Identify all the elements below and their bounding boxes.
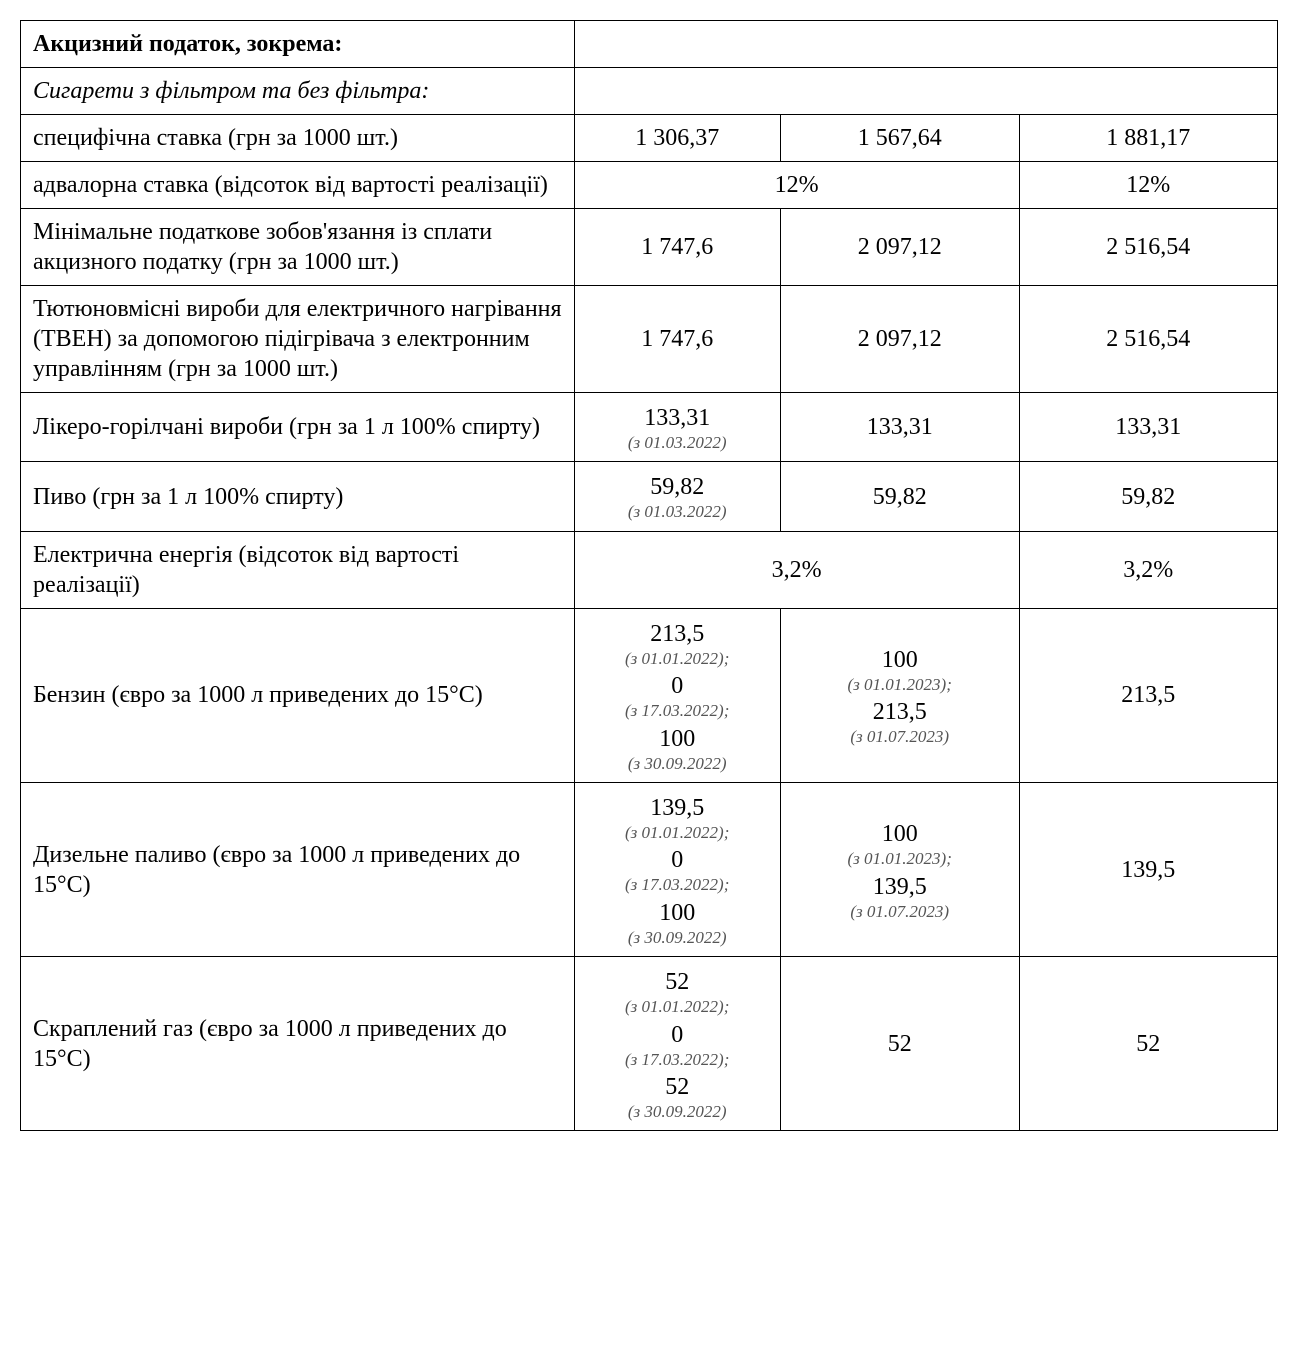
row-label: Дизельне паливо (євро за 1000 л приведен… [21,782,575,956]
row-advalorem: адвалорна ставка (відсоток від вартості … [21,162,1278,209]
cell-value: 1 306,37 [574,115,780,162]
cell-note: (з 01.01.2023); [793,849,1007,869]
row-tven: Тютюновмісні вироби для електричного наг… [21,286,1278,393]
table-subheader-row: Сигарети з фільтром та без фільтра: [21,68,1278,115]
cell-value: 139,5 [587,793,768,823]
cell-value: 2 097,12 [780,209,1019,286]
table-header-row: Акцизний податок, зокрема: [21,21,1278,68]
cell-value: 2 516,54 [1019,209,1277,286]
cell-value: 0 [587,845,768,875]
row-petrol: Бензин (євро за 1000 л приведених до 15°… [21,608,1278,782]
cell-value: 100 [793,819,1007,849]
cell-value: 213,5 [1019,608,1277,782]
header-label: Акцизний податок, зокрема: [21,21,575,68]
cell-value-with-note: 59,82 (з 01.03.2022) [574,462,780,531]
cell-value: 52 [1019,957,1277,1131]
cell-value: 3,2% [1019,531,1277,608]
cell-value: 0 [587,671,768,701]
cell-value: 139,5 [1019,782,1277,956]
subheader-empty [574,68,1277,115]
cell-note: (з 01.03.2022) [587,502,768,522]
row-label: Пиво (грн за 1 л 100% спирту) [21,462,575,531]
cell-value: 59,82 [1019,462,1277,531]
row-diesel: Дизельне паливо (євро за 1000 л приведен… [21,782,1278,956]
cell-value: 100 [793,645,1007,675]
cell-note: (з 17.03.2022); [587,701,768,721]
row-electricity: Електрична енергія (відсоток від вартост… [21,531,1278,608]
cell-value: 133,31 [780,393,1019,462]
cell-value: 2 097,12 [780,286,1019,393]
cell-value-with-note: 133,31 (з 01.03.2022) [574,393,780,462]
cell-multivalue: 139,5 (з 01.01.2022); 0 (з 17.03.2022); … [574,782,780,956]
row-label: Мінімальне податкове зобов'язання із спл… [21,209,575,286]
cell-note: (з 17.03.2022); [587,875,768,895]
cell-value: 133,31 [587,403,768,433]
cell-value: 100 [587,724,768,754]
row-label: Тютюновмісні вироби для електричного наг… [21,286,575,393]
subheader-label: Сигарети з фільтром та без фільтра: [21,68,575,115]
cell-multivalue: 52 (з 01.01.2022); 0 (з 17.03.2022); 52 … [574,957,780,1131]
cell-multivalue: 100 (з 01.01.2023); 139,5 (з 01.07.2023) [780,782,1019,956]
cell-note: (з 01.01.2022); [587,649,768,669]
cell-value: 213,5 [587,619,768,649]
cell-value: 2 516,54 [1019,286,1277,393]
cell-value: 52 [587,967,768,997]
cell-value: 213,5 [793,697,1007,727]
cell-note: (з 01.01.2022); [587,997,768,1017]
cell-value: 1 881,17 [1019,115,1277,162]
row-specific-rate: специфічна ставка (грн за 1000 шт.) 1 30… [21,115,1278,162]
cell-multivalue: 100 (з 01.01.2023); 213,5 (з 01.07.2023) [780,608,1019,782]
cell-note: (з 30.09.2022) [587,1102,768,1122]
cell-note: (з 17.03.2022); [587,1050,768,1070]
cell-note: (з 30.09.2022) [587,754,768,774]
cell-note: (з 01.03.2022) [587,433,768,453]
cell-note: (з 01.07.2023) [793,727,1007,747]
cell-value: 52 [587,1072,768,1102]
cell-value: 59,82 [780,462,1019,531]
cell-multivalue: 213,5 (з 01.01.2022); 0 (з 17.03.2022); … [574,608,780,782]
cell-value: 59,82 [587,472,768,502]
cell-note: (з 01.01.2023); [793,675,1007,695]
row-label: Бензин (євро за 1000 л приведених до 15°… [21,608,575,782]
cell-value: 133,31 [1019,393,1277,462]
row-label: Електрична енергія (відсоток від вартост… [21,531,575,608]
excise-tax-table: Акцизний податок, зокрема: Сигарети з фі… [20,20,1278,1131]
row-label: Скраплений газ (євро за 1000 л приведени… [21,957,575,1131]
cell-note: (з 30.09.2022) [587,928,768,948]
cell-value: 52 [780,957,1019,1131]
cell-value: 12% [1019,162,1277,209]
row-spirits: Лікеро-горілчані вироби (грн за 1 л 100%… [21,393,1278,462]
row-label: специфічна ставка (грн за 1000 шт.) [21,115,575,162]
row-lpg: Скраплений газ (євро за 1000 л приведени… [21,957,1278,1131]
header-empty [574,21,1277,68]
row-label: Лікеро-горілчані вироби (грн за 1 л 100%… [21,393,575,462]
cell-value: 12% [574,162,1019,209]
row-beer: Пиво (грн за 1 л 100% спирту) 59,82 (з 0… [21,462,1278,531]
cell-value: 139,5 [793,872,1007,902]
cell-value: 0 [587,1020,768,1050]
cell-value: 1 747,6 [574,286,780,393]
cell-value: 1 567,64 [780,115,1019,162]
row-min-obligation: Мінімальне податкове зобов'язання із спл… [21,209,1278,286]
cell-value: 1 747,6 [574,209,780,286]
cell-note: (з 01.07.2023) [793,902,1007,922]
cell-note: (з 01.01.2022); [587,823,768,843]
row-label: адвалорна ставка (відсоток від вартості … [21,162,575,209]
cell-value: 3,2% [574,531,1019,608]
cell-value: 100 [587,898,768,928]
